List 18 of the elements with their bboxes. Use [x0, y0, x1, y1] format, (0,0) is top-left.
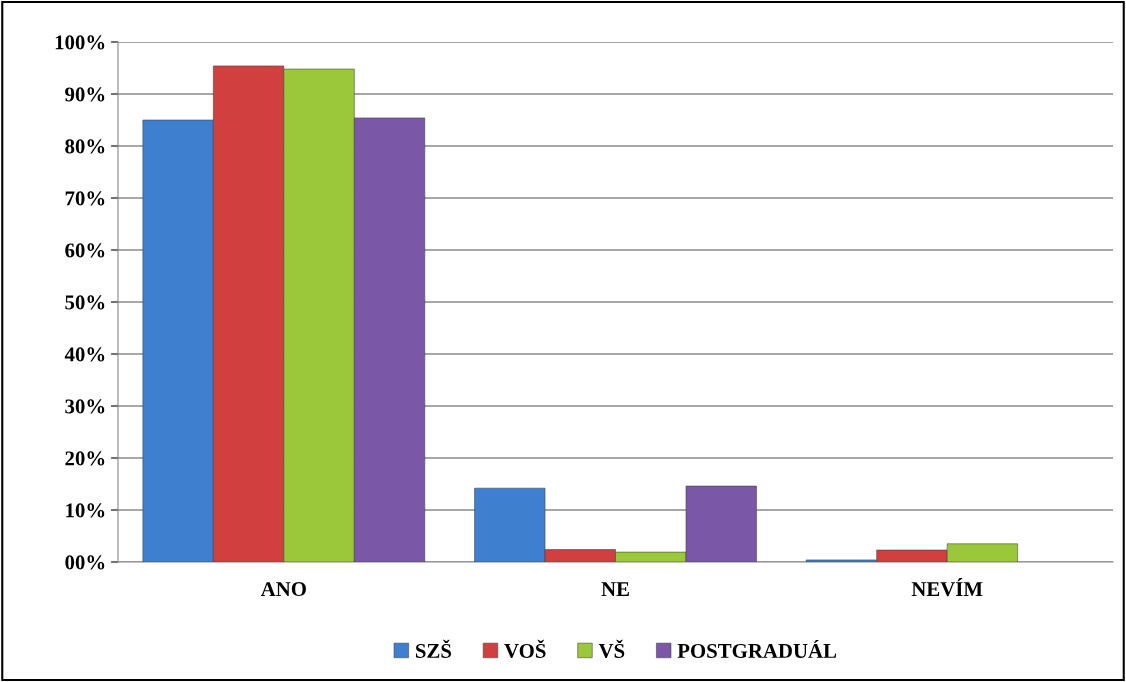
legend-label: VOŠ — [504, 639, 546, 659]
y-tick-label: 30% — [65, 399, 105, 414]
y-tick-label: 80% — [65, 139, 105, 154]
x-tick-label: ANO — [260, 582, 306, 597]
y-tick-label: 90% — [65, 87, 105, 102]
y-tick-label: 00% — [65, 555, 105, 570]
legend-label: SZŠ — [415, 639, 452, 658]
y-tick-label: 20% — [65, 451, 105, 466]
x-tick-label: NEVÍM — [911, 578, 983, 597]
y-tick-label: 50% — [65, 295, 105, 310]
y-tick-label: 10% — [66, 503, 105, 518]
legend-label: VŠ — [598, 639, 625, 659]
y-tick-label: 40% — [64, 347, 105, 362]
y-tick-label: 70% — [65, 191, 105, 206]
y-tick-label: 60% — [65, 243, 105, 258]
y-tick-label: 100% — [55, 35, 105, 50]
x-tick-label: NE — [601, 582, 629, 596]
legend-label: POSTGRADUÁL — [677, 639, 837, 658]
